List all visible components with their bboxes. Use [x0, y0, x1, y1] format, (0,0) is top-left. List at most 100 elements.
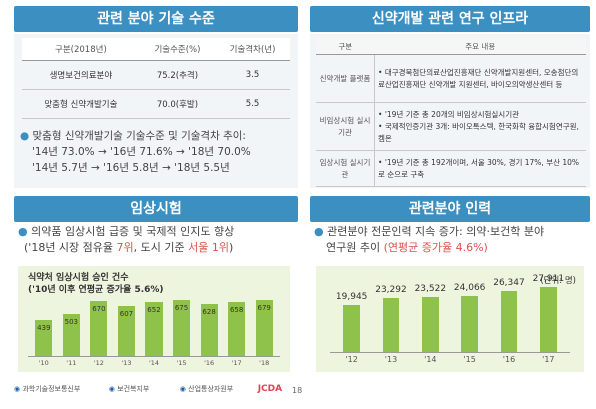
infra-table: 구분 주요 내용 신약개발 플랫폼 • 대구경북첨단의료산업진흥재단 신약개발지… [316, 38, 586, 187]
section-title-workforce: 관련분야 인력 [310, 196, 590, 222]
logo-industry: 산업통상자원부 [188, 385, 234, 393]
clinical-heading: 의약품 임상시험 급증 및 국제적 인지도 향상 [31, 225, 235, 238]
chart-bar [540, 286, 557, 352]
x-axis-line [330, 352, 570, 353]
workforce-bars: 19,945 '12 23,292 '13 23,522 '14 24,066 '15 26,3… [316, 266, 584, 372]
table-row: 비임상시험 실시기관 • '19년 기준 총 20개의 비임상시험실시기관 • 국… [316, 102, 586, 151]
section-title-tech-level: 관련 분야 기술 수준 [14, 6, 298, 32]
table-row: 맞춤형 신약개발기술 70.0(후발) 5.5 [22, 89, 290, 119]
clinical-bars: 439 '10 503 '11 670 '12 607 '13 652 '14 675 '15 628 '… [18, 266, 290, 372]
x-tick-label: '18 [259, 359, 270, 367]
table-row: 신약개발 플랫폼 • 대구경북첨단의료산업진흥재단 신약개발지원센터, 오송첨단… [316, 54, 586, 103]
clinical-sub-1: ('18년 시장 점유율 [24, 241, 117, 254]
bullet-icon: ● [18, 225, 28, 238]
logo-health: 보건복지부 [117, 385, 150, 393]
x-tick-label: '10 [38, 359, 49, 367]
table-cell: • 대구경북첨단의료산업진흥재단 신약개발지원센터, 오송첨단의료산업진흥재단 … [374, 54, 586, 103]
section-title-clinical: 임상시험 [14, 196, 298, 222]
page-number: 18 [292, 386, 303, 395]
x-tick-label: '17 [542, 355, 555, 364]
clinical-sub-2: , 도시 기준 [133, 241, 189, 254]
bar-value-label: 19,945 [335, 292, 368, 303]
col-header: 기술격차(년) [215, 38, 290, 61]
bar-value-label: 675 [174, 304, 189, 313]
bullet-icon: ● [20, 130, 30, 142]
bar-value-label: 607 [119, 309, 134, 318]
logo-jcda: JCDA [257, 384, 283, 394]
x-tick-label: '13 [384, 355, 398, 364]
workforce-sub: 연구원 추이 [326, 241, 384, 254]
table-cell: 생명보건의료분야 [22, 60, 140, 90]
chart-bar [117, 305, 135, 356]
infra-item: 국제적인증기관 3개: 바이오톡스텍, 한국화학 융합시험연구원, 켐온 [378, 121, 579, 143]
workforce-heading: 관련분야 전문인력 지속 증가: 의약·보건학 분야 [327, 225, 545, 238]
table-cell: 5.5 [215, 89, 290, 119]
table-cell: 70.0(후발) [139, 89, 216, 119]
col-header: 기술수준(%) [139, 38, 216, 61]
table-cell: 75.2(추격) [139, 60, 216, 90]
ministry-logo-icon: ◉ [108, 385, 115, 393]
clinical-chart: 식약처 임상시험 승인 건수 ('10년 이후 연평균 증가율 5.6%) 43… [18, 266, 290, 372]
x-tick-label: '14 [424, 355, 437, 364]
section-title-infra: 신약개발 관련 연구 인프라 [310, 6, 590, 32]
bar-value-label: 23,522 [414, 284, 447, 295]
workforce-rate: (연평균 증가율 4.6%) [383, 241, 488, 254]
bullet-icon: ● [314, 225, 324, 238]
logo-science: 과학기술정보통신부 [22, 385, 81, 393]
workforce-chart: (단위: 명) 19,945 '12 23,292 '13 23,522 '14 24,06… [316, 266, 584, 372]
x-tick-label: '14 [148, 359, 160, 367]
bar-value-label: 628 [202, 308, 216, 317]
chart-bar [343, 305, 360, 352]
chart-bar [35, 319, 53, 356]
col-header: 주요 내용 [374, 38, 586, 55]
unit-label: (단위: 명) [540, 276, 576, 286]
chart-subtitle: ('10년 이후 연평균 증가율 5.6%) [28, 285, 164, 295]
col-header: 구분(2018년) [22, 38, 140, 61]
x-tick-label: '15 [176, 359, 187, 367]
chart-bar [255, 299, 273, 356]
bar-value-label: 26,347 [493, 277, 525, 288]
chart-bar [500, 290, 518, 352]
bar-value-label: 652 [147, 306, 161, 315]
bar-value-label: 24,066 [453, 282, 486, 293]
table-header-row: 구분(2018년) 기술수준(%) 기술격차(년) [22, 38, 290, 61]
x-axis-line [28, 356, 280, 357]
x-tick-label: '11 [66, 359, 77, 367]
x-tick-label: '13 [121, 359, 132, 367]
x-tick-label: '16 [502, 355, 516, 364]
chart-bar [461, 295, 478, 352]
infra-item: '19년 기준 총 192개이며, 서울 30%, 경기 17%, 부산 10%… [378, 157, 580, 179]
chart-bar [422, 297, 439, 352]
ministry-logo-icon: ◉ [179, 385, 186, 393]
chart-title: 식약처 임상시험 승인 건수 [28, 273, 129, 283]
clinical-text: ● 의약품 임상시험 급증 및 국제적 인지도 향상 ('18년 시장 점유율 … [18, 224, 298, 256]
infra-item: '19년 기준 총 20개의 비임상시험실시기관 [384, 109, 519, 119]
bar-value-label: 439 [37, 323, 51, 332]
chart-bar [228, 301, 246, 356]
bar-value-label: 23,292 [375, 284, 407, 295]
col-header: 구분 [316, 38, 375, 55]
ministry-logo-icon: ◉ [14, 385, 21, 393]
table-row: 임상시험 실시기관 • '19년 기준 총 192개이며, 서울 30%, 경기… [316, 150, 586, 187]
tech-trend-heading: 맞춤형 신약개발기술 기술수준 및 기술격차 추이: [32, 130, 246, 142]
table-cell: • '19년 기준 총 192개이며, 서울 30%, 경기 17%, 부산 1… [374, 150, 586, 187]
clinical-city-rank: 서울 1위 [188, 241, 229, 254]
table-cell: 신약개발 플랫폼 [316, 54, 375, 103]
bar-value-label: 658 [229, 305, 244, 314]
infra-item: 대구경북첨단의료산업진흥재단 신약개발지원센터, 오송첨단의료산업진흥재단 신약… [378, 67, 579, 89]
bar-value-label: 503 [64, 318, 78, 327]
x-tick-label: '15 [463, 355, 476, 364]
chart-bar [382, 297, 400, 352]
bar-value-label: 679 [257, 303, 271, 312]
tech-trend-line-1: '14년 73.0% → '16년 71.6% → '18년 70.0% [32, 146, 251, 158]
table-cell: 맞춤형 신약개발기술 [22, 89, 140, 119]
clinical-rank: 7위 [116, 241, 134, 254]
table-cell: 비임상시험 실시기관 [316, 102, 375, 151]
table-cell: 3.5 [215, 60, 290, 90]
x-tick-label: '17 [231, 359, 242, 367]
x-tick-label: '12 [345, 355, 358, 364]
chart-bar [62, 314, 80, 356]
x-tick-label: '12 [93, 359, 104, 367]
x-tick-label: '16 [204, 359, 215, 367]
table-cell: • '19년 기준 총 20개의 비임상시험실시기관 • 국제적인증기관 3개: … [374, 102, 586, 151]
